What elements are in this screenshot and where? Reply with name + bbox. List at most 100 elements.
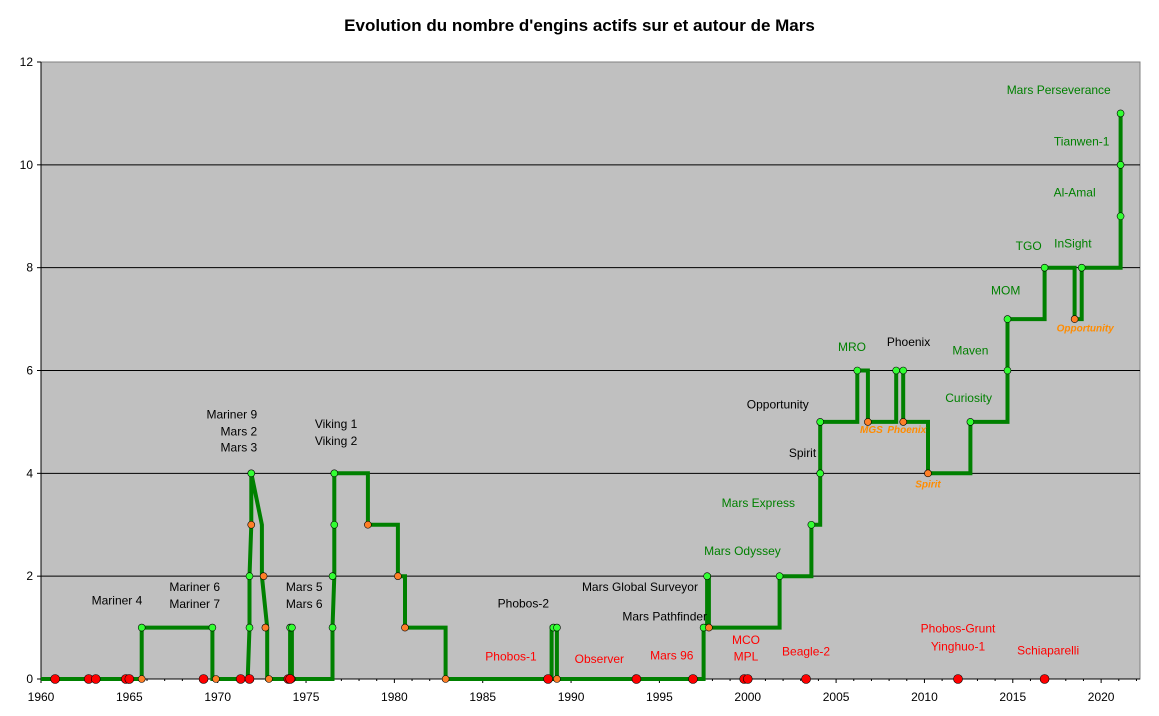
annotation-label: Mars Odyssey (704, 544, 781, 558)
x-tick-label: 2005 (823, 690, 850, 704)
marker-failed (953, 674, 963, 684)
marker-active (330, 520, 339, 529)
marker-failed (124, 674, 135, 684)
marker-ended (394, 572, 402, 580)
marker-active (1077, 263, 1086, 272)
annotation-label: Viking 1 (315, 417, 358, 431)
annotation-label: Mars 3 (221, 441, 258, 455)
annotation-label: Opportunity (747, 398, 809, 412)
marker-active (816, 469, 824, 478)
annotation-label: Curiosity (945, 391, 992, 405)
annotation-label: Mars Perseverance (1007, 83, 1111, 97)
marker-active (553, 623, 561, 632)
annotation-label: Al-Amal (1054, 186, 1096, 200)
annotation-label: MRO (838, 340, 866, 354)
x-tick-label: 1980 (381, 690, 408, 704)
annotation-label: Mars 2 (221, 424, 258, 438)
annotation-label: Mars Global Surveyor (582, 580, 698, 594)
annotation-label: MCO (732, 633, 760, 647)
marker-failed (1039, 674, 1050, 684)
marker-active (1116, 161, 1125, 169)
x-tick-label: 1985 (469, 690, 496, 704)
marker-failed (244, 674, 255, 684)
annotation-label: Phobos-2 (498, 597, 550, 611)
marker-active (853, 366, 862, 375)
annotation-label: Maven (952, 344, 988, 358)
annotation-label: Spirit (915, 480, 941, 491)
marker-active (703, 572, 711, 580)
annotation-label: Mars 96 (650, 648, 694, 662)
marker-active (208, 623, 217, 632)
marker-active (807, 520, 816, 529)
annotation-label: Mars Pathfinder (622, 609, 707, 623)
annotation-label: Phobos-Grunt (921, 622, 996, 636)
marker-ended (247, 520, 256, 529)
annotation-label: Schiaparelli (1017, 643, 1079, 657)
x-tick-label: 2000 (734, 690, 761, 704)
annotation-label: Observer (575, 652, 624, 666)
annotation-label: Mariner 7 (169, 597, 220, 611)
marker-active (245, 572, 254, 580)
series-line (41, 113, 1123, 681)
y-tick-label: 12 (20, 55, 34, 69)
marker-active (1003, 366, 1012, 375)
x-tick-label: 2020 (1088, 690, 1115, 704)
y-tick-label: 10 (20, 158, 34, 172)
y-tick-label: 4 (26, 466, 33, 480)
marker-active (899, 366, 908, 375)
x-tick-label: 1965 (116, 690, 143, 704)
marker-failed (801, 674, 811, 684)
marker-ended (864, 418, 872, 426)
x-tick-label: 1970 (204, 690, 231, 704)
x-tick-label: 2010 (911, 690, 938, 704)
x-tick-label: 1995 (646, 690, 673, 704)
annotation-label: Mariner 6 (169, 580, 220, 594)
marker-ended (441, 675, 450, 683)
marker-failed (688, 674, 698, 684)
annotation-label: TGO (1016, 239, 1042, 253)
y-tick-label: 8 (26, 261, 33, 275)
marker-ended (212, 675, 220, 683)
marker-failed (198, 674, 209, 684)
series-step-line (41, 113, 1123, 681)
marker-active (330, 469, 339, 478)
marker-failed (235, 674, 246, 684)
marker-failed (90, 674, 101, 684)
y-tick-label: 6 (26, 364, 33, 378)
annotation-label: Opportunity (1057, 323, 1115, 334)
annotation-label: Mars Express (722, 496, 795, 510)
annotation-label: Phoenix (887, 425, 926, 436)
marker-active (892, 366, 900, 375)
marker-failed (285, 674, 295, 684)
annotation-label: Tianwen-1 (1054, 134, 1110, 148)
marker-active (816, 418, 824, 426)
annotation-label: Spirit (789, 446, 817, 460)
chart-title: Evolution du nombre d'engins actifs sur … (344, 16, 815, 35)
marker-active (966, 418, 975, 426)
marker-active (1003, 315, 1012, 323)
annotation-label: Phoenix (887, 335, 930, 349)
marker-active (245, 623, 254, 632)
marker-ended (553, 675, 561, 683)
marker-ended (401, 623, 409, 632)
marker-ended (899, 418, 908, 426)
marker-active (137, 623, 146, 632)
annotation-label: MOM (991, 283, 1020, 297)
marker-ended (259, 572, 268, 580)
annotation-label: Mars 6 (286, 597, 323, 611)
annotation-label: Mars 5 (286, 580, 323, 594)
x-tick-label: 2015 (999, 690, 1026, 704)
marker-ended (265, 675, 273, 683)
marker-active (1040, 263, 1049, 272)
marker-failed (50, 674, 60, 684)
marker-ended (364, 520, 372, 529)
annotation-label: Beagle-2 (782, 644, 830, 658)
marker-active (328, 572, 337, 580)
x-tick-label: 1990 (558, 690, 585, 704)
marker-active (328, 623, 337, 632)
annotations: Mariner 4 Mariner 6 Mariner 7 Mariner 9 Mars… (92, 83, 1115, 666)
x-tick-label: 1960 (28, 690, 55, 704)
annotation-label: Yinghuo-1 (931, 640, 986, 654)
marker-failed (631, 674, 642, 684)
